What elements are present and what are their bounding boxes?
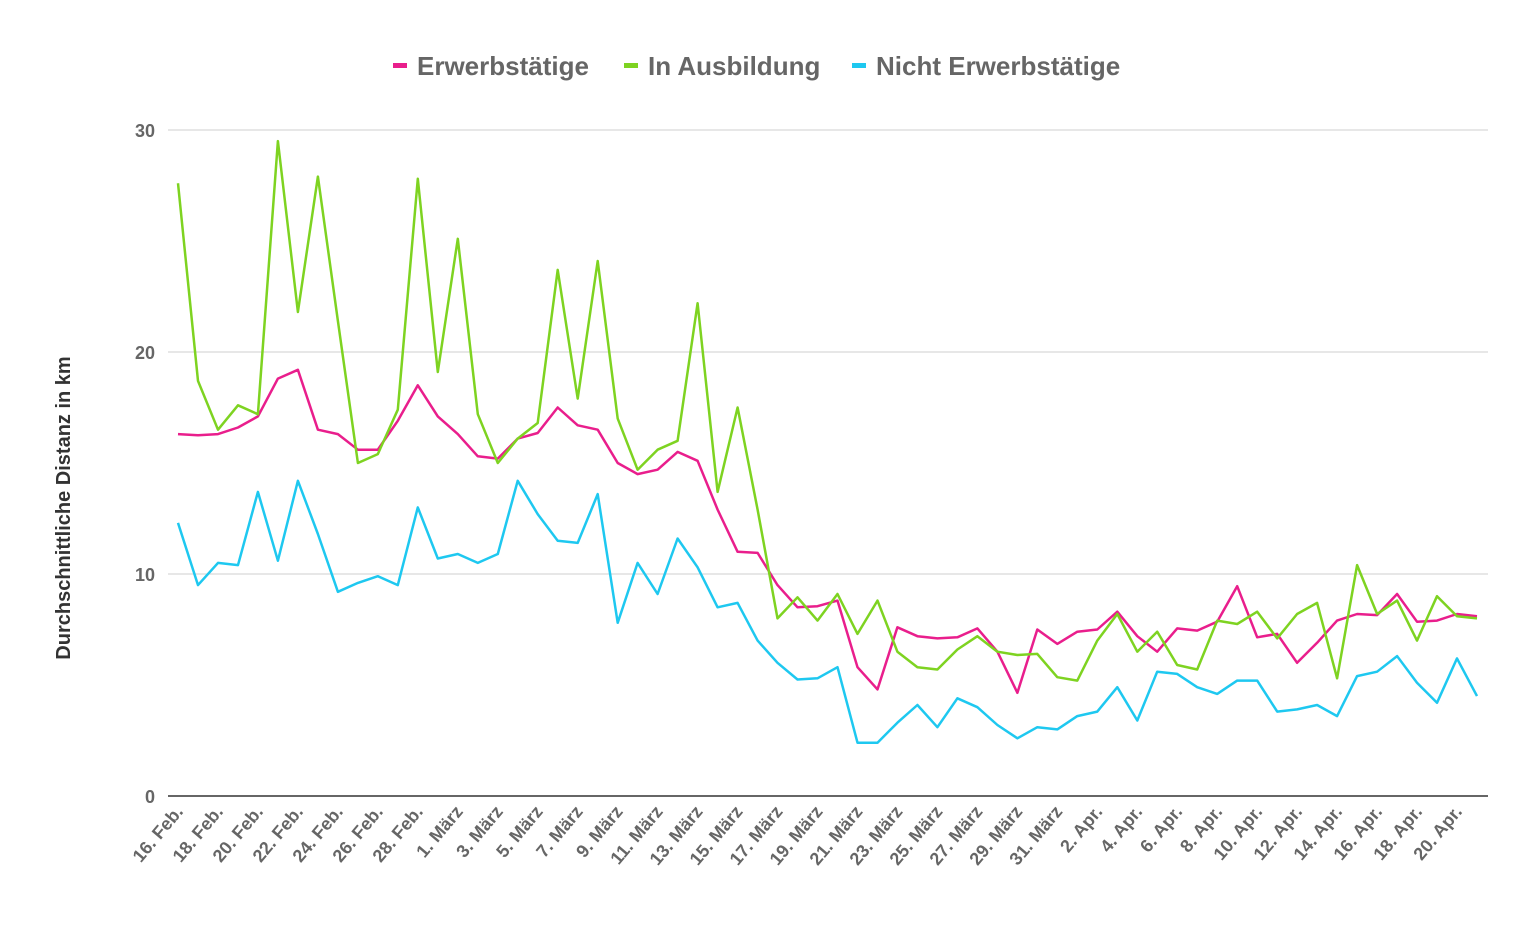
legend-swatch	[852, 63, 866, 68]
x-tick-label: 6. Apr.	[1136, 802, 1186, 856]
x-axis-ticks: 16. Feb.18. Feb.20. Feb.22. Feb.24. Feb.…	[129, 802, 1466, 869]
y-axis-title: Durchschnittliche Distanz in km	[53, 356, 75, 659]
y-tick-label: 10	[135, 565, 155, 585]
legend-swatch	[624, 63, 638, 68]
legend: Erwerbstätige In Ausbildung Nicht Erwerbst…	[393, 51, 1120, 81]
y-tick-label: 30	[135, 121, 155, 141]
series-line-3	[176, 479, 1479, 744]
x-tick-label: 2. Apr.	[1056, 802, 1106, 856]
y-tick-label: 20	[135, 343, 155, 363]
gridlines	[168, 129, 1488, 575]
y-axis-ticks: 0 10 20 30	[135, 121, 155, 807]
legend-label: Nicht Erwerbstätige	[876, 51, 1120, 81]
legend-swatch	[393, 63, 407, 68]
series-line-1	[177, 368, 1478, 695]
x-tick-label: 4. Apr.	[1096, 802, 1146, 856]
series-line-2	[176, 139, 1478, 682]
legend-label: In Ausbildung	[648, 51, 820, 81]
legend-label: Erwerbstätige	[417, 51, 589, 81]
series-lines	[176, 139, 1479, 744]
y-tick-label: 0	[145, 787, 155, 807]
